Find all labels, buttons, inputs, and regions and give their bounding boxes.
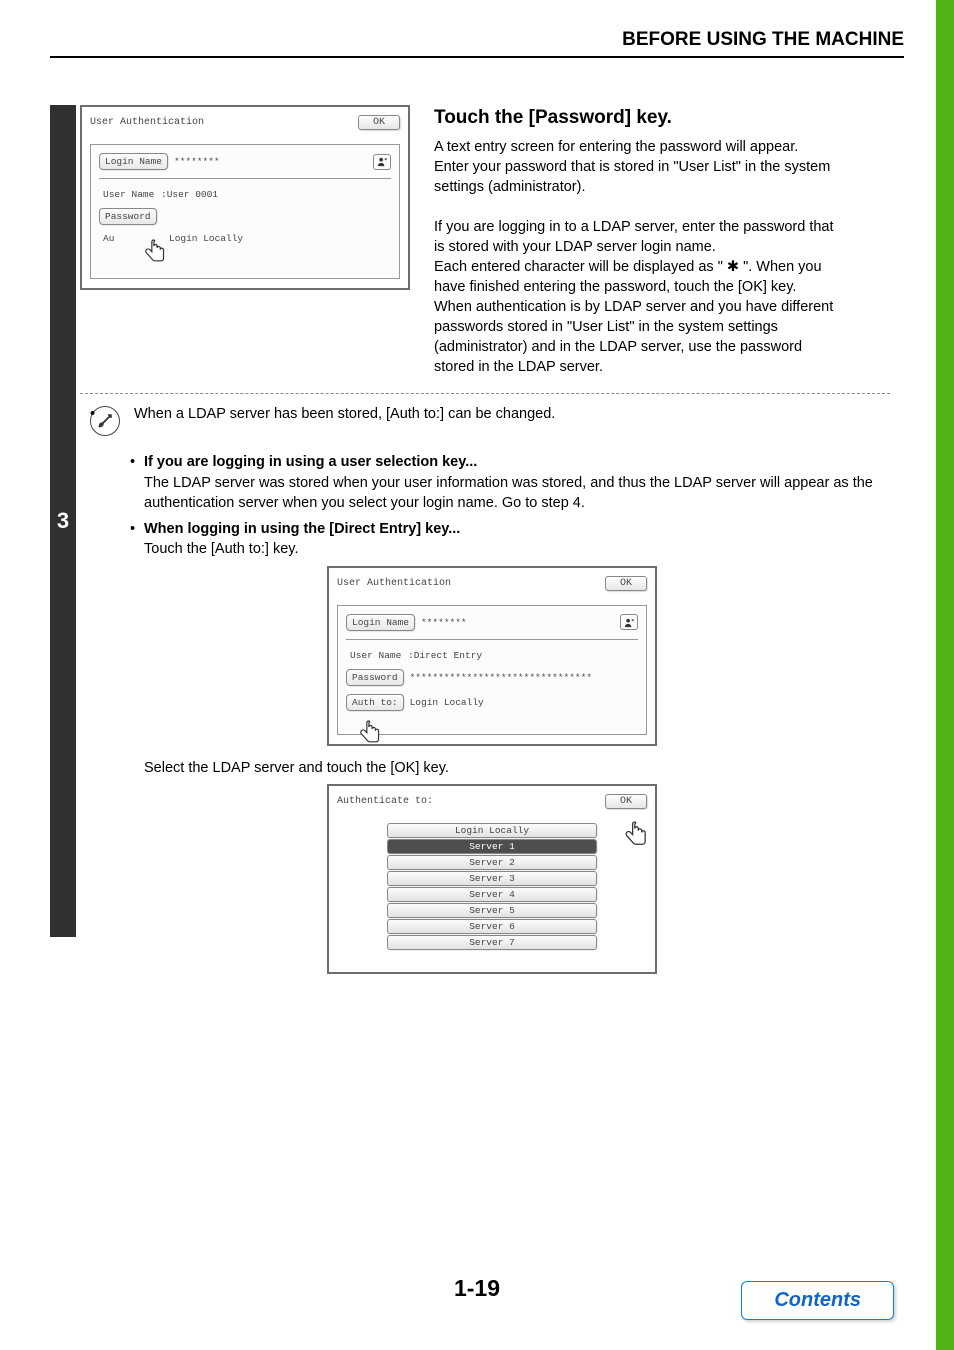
server-option[interactable]: Server 4 [387,887,597,902]
note-bullet: When a LDAP server has been stored, [Aut… [90,404,904,424]
panel1-password-row: Password [99,208,391,225]
panel1-ok-button[interactable]: OK [358,115,400,130]
server-option[interactable]: Server 1 [387,839,597,854]
explanation-block: Touch the [Password] key. A text entry s… [434,105,834,377]
step-sidebar: 3 [50,105,76,937]
step-number: 3 [57,508,69,534]
main-content: User Authentication OK Login Name ******… [80,105,904,986]
p2-login-name-button[interactable]: Login Name [346,614,415,631]
server-option[interactable]: Server 5 [387,903,597,918]
p2-password-button[interactable]: Password [346,669,404,686]
p2-password-value: ******************************** [408,672,592,683]
panel3-ok-button[interactable]: OK [605,794,647,809]
panel3-header: Authenticate to: OK [337,794,647,809]
contents-label: Contents [774,1289,861,1311]
dashed-separator [80,393,890,394]
auth-panel-3: Authenticate to: OK Login LocallyServer … [327,784,657,974]
bullet-2: When logging in using the [Direct Entry]… [130,519,904,560]
login-name-button[interactable]: Login Name [99,153,168,170]
panel2-body: Login Name ******** User Name :Direct En… [337,605,647,735]
bullet2-title: When logging in using the [Direct Entry]… [144,521,460,537]
header-title: BEFORE USING THE MACHINE [622,29,904,50]
contents-link[interactable]: Contents [741,1281,894,1320]
bullet-1: If you are logging in using a user selec… [130,452,904,513]
p2-login-name-value: ******** [419,617,467,628]
auth-value: Login Locally [121,233,243,244]
auth-panel-1: User Authentication OK Login Name ******… [80,105,410,290]
top-row: User Authentication OK Login Name ******… [80,105,904,377]
panel2-auth-row: Auth to: Login Locally [346,694,638,711]
explain-p4: When authentication is by LDAP server an… [434,297,834,377]
hand-pointer-icon [141,237,169,271]
panel1-title: User Authentication [90,117,204,128]
panel1-username-row: User Name :User 0001 [99,189,391,200]
panel1-body: Login Name ******** User Name :User 0001… [90,144,400,279]
panel2-header: User Authentication OK [337,576,647,591]
server-option[interactable]: Server 7 [387,935,597,950]
login-name-value: ******** [172,156,220,167]
p2-auth-button[interactable]: Auth to: [346,694,404,711]
note-row: When a LDAP server has been stored, [Aut… [90,404,904,436]
server-option[interactable]: Server 2 [387,855,597,870]
user-icon[interactable] [373,154,391,170]
explain-title: Touch the [Password] key. [434,105,834,131]
panel1-login-row: Login Name ******** [99,153,391,170]
password-button[interactable]: Password [99,208,157,225]
p2-auth-value: Login Locally [408,697,484,708]
server-option[interactable]: Server 3 [387,871,597,886]
p2-user-icon[interactable] [620,614,638,630]
server-option[interactable]: Login Locally [387,823,597,838]
divider [99,178,391,179]
p2-divider [346,639,638,640]
green-strip [936,0,954,1350]
explain-p1: A text entry screen for entering the pas… [434,137,834,197]
p2-user-name-label: User Name [346,650,402,661]
auth-label: Au [99,233,117,244]
explain-p3: Each entered character will be displayed… [434,257,834,297]
select-text: Select the LDAP server and touch the [OK… [144,758,904,778]
explain-p2: If you are logging in to a LDAP server, … [434,217,834,257]
panel3-title: Authenticate to: [337,796,433,807]
panel1-header: User Authentication OK [90,115,400,130]
p2-user-name-value: :Direct Entry [406,650,482,661]
p2-hand-pointer-icon [356,718,384,752]
panel2-login-row: Login Name ******** [346,614,638,631]
panel3-wrapper: Authenticate to: OK Login LocallyServer … [80,784,904,974]
p3-hand-pointer-icon [621,819,651,855]
server-list: Login LocallyServer 1Server 2Server 3Ser… [337,823,647,950]
server-option[interactable]: Server 6 [387,919,597,934]
panel2-ok-button[interactable]: OK [605,576,647,591]
user-name-label: User Name [99,189,155,200]
panel2-title: User Authentication [337,578,451,589]
bullet1-title: If you are logging in using a user selec… [144,454,477,470]
user-name-value: :User 0001 [159,189,218,200]
bullet-list: If you are logging in using a user selec… [130,452,904,559]
panel2-username-row: User Name :Direct Entry [346,650,638,661]
page-header: BEFORE USING THE MACHINE [50,29,904,58]
panel2-wrapper: User Authentication OK Login Name ******… [80,566,904,746]
auth-panel-2: User Authentication OK Login Name ******… [327,566,657,746]
panel2-password-row: Password *******************************… [346,669,638,686]
bullet2-body: Touch the [Auth to:] key. [144,541,299,557]
bullet1-body: The LDAP server was stored when your use… [144,475,873,511]
